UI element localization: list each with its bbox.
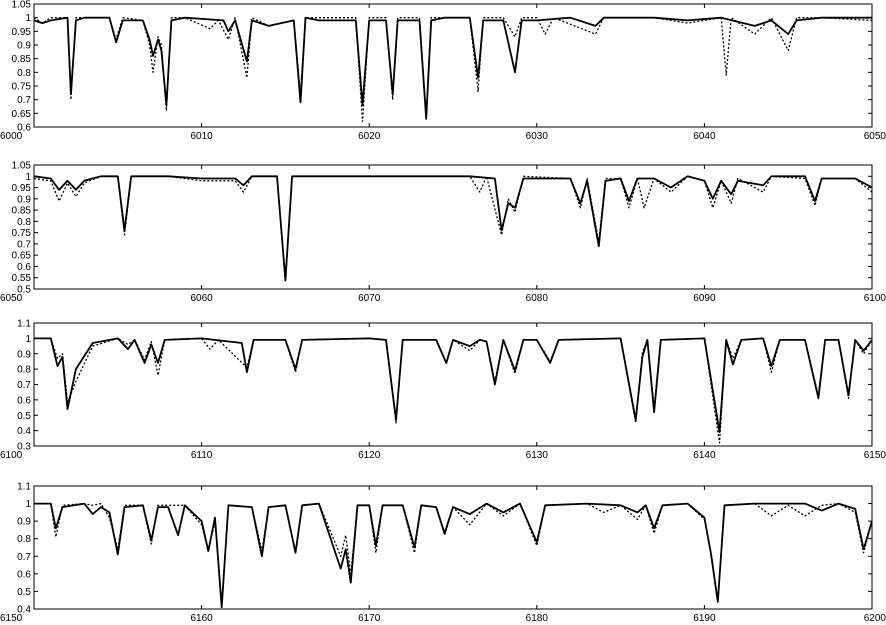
x-tick-label: 6050 (864, 131, 886, 142)
series-solid-line (34, 175, 872, 281)
x-tick-label: 6070 (358, 293, 381, 304)
x-tick-label: 6150 (864, 450, 886, 461)
y-tick-label: 0.7 (17, 552, 31, 563)
y-tick-label: 1 (25, 13, 31, 24)
y-tick-label: 0.6 (17, 395, 31, 406)
series-solid-line (34, 502, 872, 609)
x-tick-label: 6170 (358, 613, 381, 624)
y-tick-label: 0.6 (17, 569, 31, 580)
y-tick-label: 0.9 (17, 349, 31, 360)
panel-4: 6150 6160 6170 6180 6190 6200 0.4 0.5 0.6 0.7 0.8 0… (0, 482, 886, 625)
series-dotted-line (34, 17, 872, 123)
plot-frame (33, 3, 873, 128)
x-tick-label: 6030 (526, 131, 549, 142)
y-tick-label: 0.7 (17, 239, 31, 250)
x-tick-label: 6060 (190, 293, 213, 304)
x-tick-label: 6110 (191, 450, 213, 461)
y-tick-label: 0.3 (17, 442, 31, 453)
y-tick-label: 0.4 (17, 605, 31, 616)
y-tick-label: 0.65 (12, 251, 32, 262)
plot-frame (33, 164, 873, 290)
y-tick-label: 1.1 (17, 482, 31, 493)
x-tick-label: 6050 (0, 293, 23, 304)
y-tick-label: 0.5 (17, 587, 31, 598)
y-tick-label: 0.8 (17, 217, 31, 228)
series-dotted-line (34, 175, 872, 283)
y-tick-label: 0.8 (17, 68, 31, 79)
x-tick-label: 6140 (693, 450, 716, 461)
y-tick-label: 0.85 (12, 54, 32, 65)
y-tick-label: 0.7 (17, 95, 31, 106)
y-tick-label: 0.75 (12, 228, 32, 239)
y-tick-label: 0.5 (17, 285, 31, 296)
panel-3: 6100 6110 6120 6130 6140 6150 0.3 0.4 0.5 0.6 0.7 0… (0, 319, 886, 462)
series-dotted-line (34, 337, 872, 444)
series-solid-line (34, 337, 872, 434)
y-tick-label: 0.65 (12, 109, 32, 120)
y-tick-label: 0.7 (17, 380, 31, 391)
x-tick-label: 6080 (526, 293, 549, 304)
x-tick-label: 6180 (526, 613, 549, 624)
x-tick-label: 6160 (190, 613, 213, 624)
x-tick-label: 6150 (0, 613, 23, 624)
y-tick-label: 0.95 (12, 27, 32, 38)
panel-2: 6050 6060 6070 6080 6090 61000.50.550.60.650.… (0, 161, 886, 305)
y-tick-label: 1.05 (12, 161, 32, 172)
y-tick-label: 0.5 (17, 411, 31, 422)
series-solid-line (34, 16, 872, 120)
x-tick-label: 6200 (864, 613, 886, 624)
x-tick-label: 6100 (0, 450, 23, 461)
panel-1: 6000 6010 6020 6030 6040 6050 0.6 0.65 0.7 0.75 0.… (0, 0, 886, 142)
y-tick-label: 0.8 (17, 534, 31, 545)
y-tick-label: 0.9 (17, 517, 31, 528)
x-tick-label: 6190 (693, 613, 716, 624)
y-tick-label: 0.8 (17, 365, 31, 376)
y-tick-label: 0.9 (17, 41, 31, 52)
y-tick-label: 0.9 (17, 194, 31, 205)
y-tick-label: 1.05 (12, 0, 32, 11)
y-tick-label: 0.85 (12, 206, 32, 217)
y-tick-label: 0.6 (17, 123, 31, 134)
y-tick-label: 1 (25, 334, 31, 345)
x-tick-label: 6120 (358, 450, 381, 461)
x-tick-label: 6090 (693, 293, 716, 304)
y-tick-label: 0.55 (12, 273, 32, 284)
y-tick-label: 0.75 (12, 82, 32, 93)
y-tick-label: 0.95 (12, 183, 32, 194)
x-tick-label: 6000 (0, 131, 23, 142)
x-tick-label: 6020 (358, 131, 381, 142)
plot-frame (33, 485, 873, 610)
x-tick-label: 6040 (693, 131, 716, 142)
x-tick-label: 6130 (526, 450, 549, 461)
series-dotted-line (34, 502, 872, 607)
y-tick-label: 1.1 (17, 319, 31, 330)
x-tick-label: 6010 (190, 131, 213, 142)
y-tick-label: 1 (25, 499, 31, 510)
x-tick-label: 6100 (864, 293, 886, 304)
y-tick-label: 0.4 (17, 426, 31, 437)
y-tick-label: 1 (25, 172, 31, 183)
y-tick-label: 0.6 (17, 262, 31, 273)
